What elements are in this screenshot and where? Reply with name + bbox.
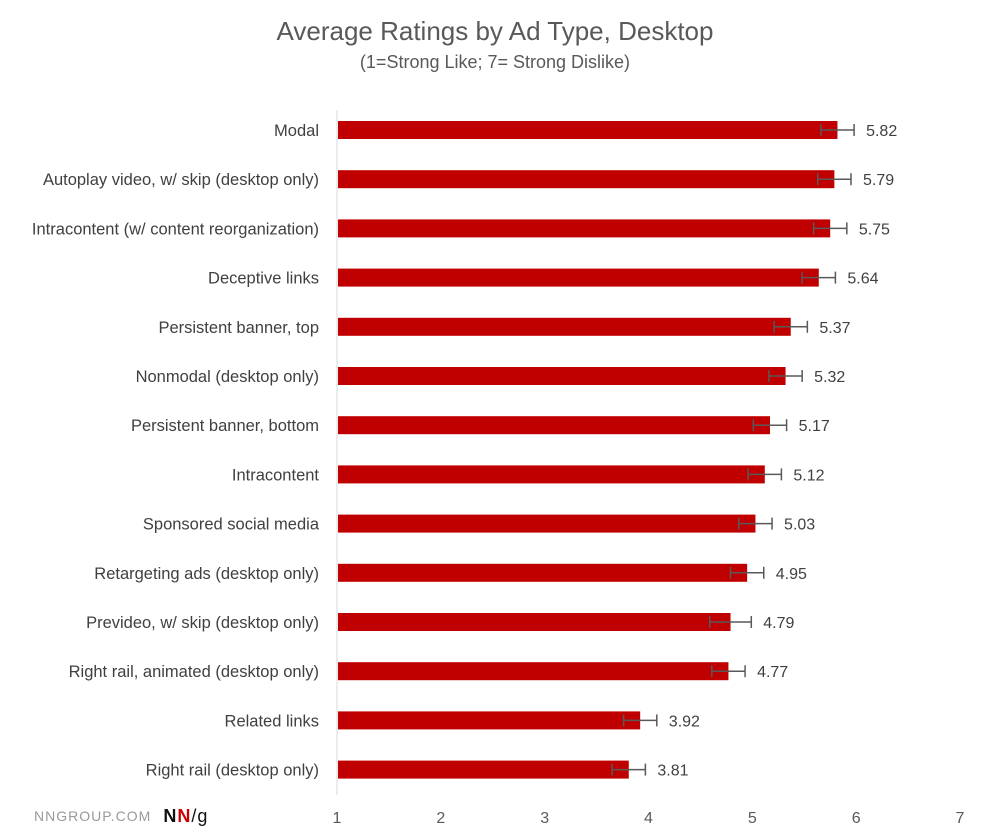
category-label: Prevideo, w/ skip (desktop only) (86, 614, 319, 632)
bar (338, 317, 791, 336)
data-label: 4.77 (757, 664, 788, 681)
category-label: Modal (274, 122, 319, 140)
data-label: 5.17 (799, 418, 830, 435)
bar (338, 268, 819, 287)
x-tick-label: 1 (333, 810, 342, 827)
chart-title: Average Ratings by Ad Type, Desktop (277, 16, 714, 46)
category-label: Autoplay video, w/ skip (desktop only) (43, 171, 319, 189)
bar (338, 121, 838, 139)
data-label: 4.79 (763, 615, 794, 632)
data-label: 4.95 (776, 566, 807, 583)
bar (338, 170, 835, 189)
data-label: 5.37 (819, 320, 850, 337)
chart-subtitle: (1=Strong Like; 7= Strong Dislike) (360, 52, 630, 72)
category-label: Intracontent (w/ content reorganization) (32, 220, 319, 238)
category-label: Right rail, animated (desktop only) (69, 663, 319, 681)
data-label: 3.92 (669, 713, 700, 730)
category-label: Nonmodal (desktop only) (136, 368, 319, 386)
data-label: 5.03 (784, 517, 815, 534)
data-label: 5.64 (847, 271, 878, 288)
brand-site-text: NNGROUP.COM (34, 808, 152, 824)
category-label: Right rail (desktop only) (146, 762, 319, 780)
x-tick-label: 3 (540, 810, 549, 827)
brand-footer: NNGROUP.COM NN/g (34, 806, 208, 826)
data-label: 5.82 (866, 123, 897, 140)
category-label: Persistent banner, bottom (131, 417, 319, 435)
bar (338, 662, 729, 681)
data-label: 5.12 (793, 467, 824, 484)
x-tick-label: 5 (748, 810, 757, 827)
x-tick-label: 7 (956, 810, 965, 827)
category-label: Deceptive links (208, 270, 319, 288)
data-label: 5.75 (859, 221, 890, 238)
category-label: Intracontent (232, 466, 320, 484)
bar (338, 416, 770, 435)
x-tick-label: 6 (852, 810, 861, 827)
bar (338, 563, 748, 582)
x-tick-label: 4 (644, 810, 653, 827)
bar (338, 219, 831, 238)
nng-logo: NN/g (163, 805, 209, 826)
category-label: Related links (225, 712, 319, 730)
category-label: Sponsored social media (143, 516, 320, 534)
category-label: Persistent banner, top (158, 319, 319, 337)
data-label: 5.32 (814, 369, 845, 386)
plot-area: Modal 5.82 Autoplay video, w/ skip (deskto… (32, 110, 965, 827)
category-label: Retargeting ads (desktop only) (94, 565, 319, 583)
bar (338, 711, 641, 730)
data-label: 3.81 (657, 763, 688, 780)
bar (338, 760, 629, 779)
x-tick-label: 2 (436, 810, 445, 827)
data-label: 5.79 (863, 172, 894, 189)
bar (338, 465, 765, 484)
bar (338, 367, 786, 385)
bar (338, 613, 731, 631)
bar (338, 514, 756, 533)
